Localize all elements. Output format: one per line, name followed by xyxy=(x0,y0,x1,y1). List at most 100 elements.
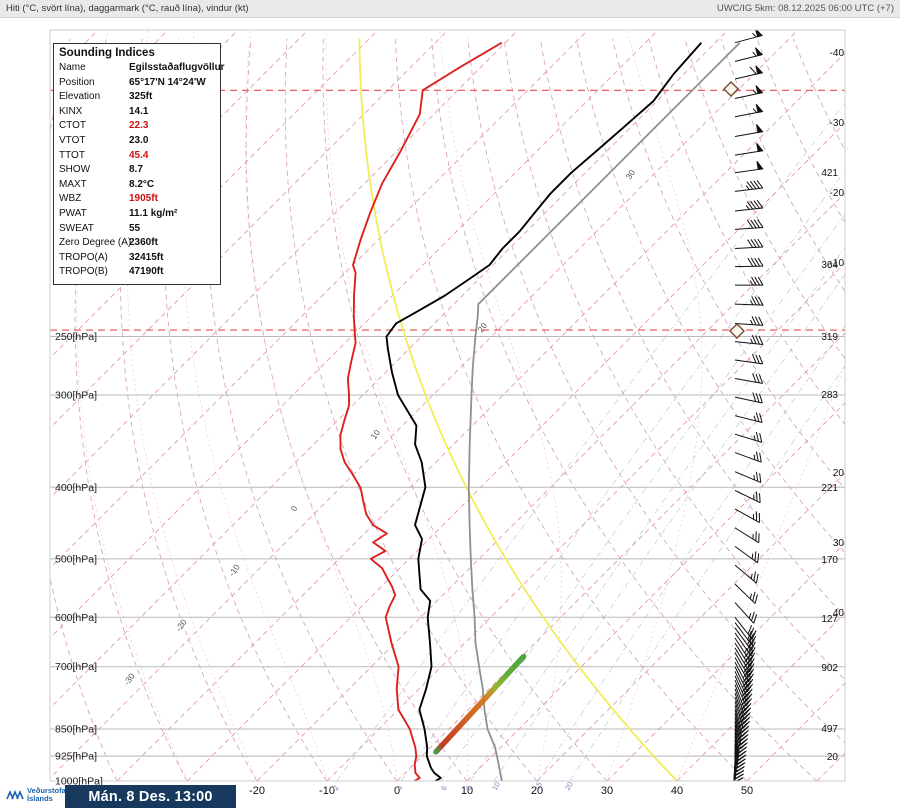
svg-text:10: 10 xyxy=(368,427,382,441)
svg-text:925[hPa]: 925[hPa] xyxy=(55,751,97,763)
svg-text:40: 40 xyxy=(833,608,845,619)
svg-text:500[hPa]: 500[hPa] xyxy=(55,553,97,565)
index-value: 47190ft xyxy=(129,266,164,278)
index-row: SHOW 8.7 xyxy=(59,163,215,178)
svg-text:902: 902 xyxy=(821,663,838,674)
index-label: MAXT xyxy=(59,178,87,190)
svg-text:20: 20 xyxy=(531,785,543,797)
index-value: 325ft xyxy=(129,91,153,103)
svg-text:1000[hPa]: 1000[hPa] xyxy=(55,776,103,788)
isotherm-lines xyxy=(50,30,845,781)
svg-text:30: 30 xyxy=(623,167,637,181)
model-run-text: UWC/IG 5km: 08.12.2025 06:00 UTC (+7) xyxy=(716,3,894,14)
tropopause-markers xyxy=(723,81,745,339)
svg-text:50: 50 xyxy=(741,785,753,797)
index-label: SWEAT xyxy=(59,222,94,234)
svg-text:20: 20 xyxy=(833,468,845,479)
index-label: VTOT xyxy=(59,134,86,146)
svg-text:-20: -20 xyxy=(173,617,188,633)
index-row: CTOT 22.3 xyxy=(59,119,215,134)
index-value: 32415ft xyxy=(129,251,164,263)
index-row: KINX 14.1 xyxy=(59,105,215,120)
index-value: 45.4 xyxy=(129,149,149,161)
index-label: WBZ xyxy=(59,193,82,205)
legend-text: Hiti (°C, svört lína), daggarmark (°C, r… xyxy=(6,3,249,14)
index-value: 11.1 kg/m² xyxy=(129,207,178,219)
svg-text:250[hPa]: 250[hPa] xyxy=(55,331,97,343)
status-bar: Hiti (°C, svört lína), daggarmark (°C, r… xyxy=(0,0,900,18)
index-label: TROPO(B) xyxy=(59,266,108,278)
valid-time-label: Mán. 8 Des. 13:00 xyxy=(65,785,236,808)
svg-text:30: 30 xyxy=(833,538,845,549)
svg-text:700[hPa]: 700[hPa] xyxy=(55,661,97,673)
index-label: Zero Degree (A) xyxy=(59,237,132,249)
indices-title: Sounding Indices xyxy=(59,47,155,59)
plot-area xyxy=(50,30,845,781)
svg-text:-30: -30 xyxy=(830,118,845,129)
svg-text:221: 221 xyxy=(821,483,838,494)
index-value: 65°17'N 14°24'W xyxy=(129,76,206,88)
logo-text-line2: Íslands xyxy=(27,794,53,803)
right-temp-labels: -40 -30 -20 -10 20 30 40 xyxy=(830,48,845,619)
index-row: Position 65°17'N 14°24'W xyxy=(59,76,215,91)
svg-text:127: 127 xyxy=(821,614,838,625)
svg-text:400[hPa]: 400[hPa] xyxy=(55,482,97,494)
wind-barbs xyxy=(733,30,764,781)
svg-text:2: 2 xyxy=(331,784,341,792)
dewpoint-line xyxy=(339,41,503,781)
index-label: SHOW xyxy=(59,164,91,176)
index-label: KINX xyxy=(59,105,83,117)
index-row: TTOT 45.4 xyxy=(59,149,215,164)
svg-text:600[hPa]: 600[hPa] xyxy=(55,612,97,624)
logo-text-line1: Veðurstofa xyxy=(27,785,66,795)
index-label: CTOT xyxy=(59,120,87,132)
pressure-gridlines xyxy=(50,336,845,781)
index-label: PWAT xyxy=(59,207,87,219)
index-row: MAXT 8.2°C xyxy=(59,178,215,193)
index-label: TTOT xyxy=(59,149,85,161)
vedurstofa-logo-icon xyxy=(6,789,24,800)
svg-text:850[hPa]: 850[hPa] xyxy=(55,723,97,735)
svg-text:0: 0 xyxy=(288,503,299,513)
temperature-line xyxy=(385,42,703,781)
svg-text:10: 10 xyxy=(490,780,502,792)
index-value: 22.3 xyxy=(129,120,149,132)
index-value: 23.0 xyxy=(129,134,149,146)
index-value: 8.7 xyxy=(129,164,143,176)
svg-text:283: 283 xyxy=(821,390,838,401)
index-row: Name Egilsstaðaflugvöllur xyxy=(59,61,225,76)
svg-text:-10: -10 xyxy=(319,785,335,797)
svg-text:300[hPa]: 300[hPa] xyxy=(55,390,97,402)
svg-text:170: 170 xyxy=(821,555,838,566)
standard-atmosphere-line xyxy=(467,42,741,781)
index-value: 55 xyxy=(129,222,141,234)
svg-text:8: 8 xyxy=(464,784,474,792)
svg-text:-10: -10 xyxy=(830,258,845,269)
svg-text:497: 497 xyxy=(821,724,838,735)
svg-text:-20: -20 xyxy=(830,188,845,199)
mixing-ratio-lines xyxy=(336,102,845,781)
svg-text:-30: -30 xyxy=(121,671,136,687)
svg-text:4: 4 xyxy=(395,784,405,792)
svg-text:6: 6 xyxy=(439,784,449,792)
svg-text:-20: -20 xyxy=(249,785,265,797)
index-label: Name xyxy=(59,62,86,73)
brand-logo: Veðurstofa Íslands xyxy=(6,786,66,804)
index-row: VTOT 23.0 xyxy=(59,134,215,149)
svg-text:0: 0 xyxy=(394,785,400,797)
svg-text:319: 319 xyxy=(821,332,838,343)
axis-labels: 250[hPa] 300[hPa] 400[hPa] 500[hPa] 600[hPa]… xyxy=(55,331,103,788)
indices-rows: Name Egilsstaðaflugvöllur Position 65°17'N … xyxy=(59,61,225,280)
index-row: WBZ 1905ft xyxy=(59,192,215,207)
sounding-indices-panel: Sounding Indices Name Egilsstaðaflugvöllu… xyxy=(53,43,225,285)
index-value: 1905ft xyxy=(129,193,158,205)
index-row: Zero Degree (A) 2360ft xyxy=(59,236,215,251)
svg-text:421: 421 xyxy=(821,168,838,179)
svg-text:15: 15 xyxy=(532,780,544,792)
index-label: TROPO(A) xyxy=(59,251,108,263)
index-value: 14.1 xyxy=(129,105,149,117)
index-row: SWEAT 55 xyxy=(59,222,215,237)
